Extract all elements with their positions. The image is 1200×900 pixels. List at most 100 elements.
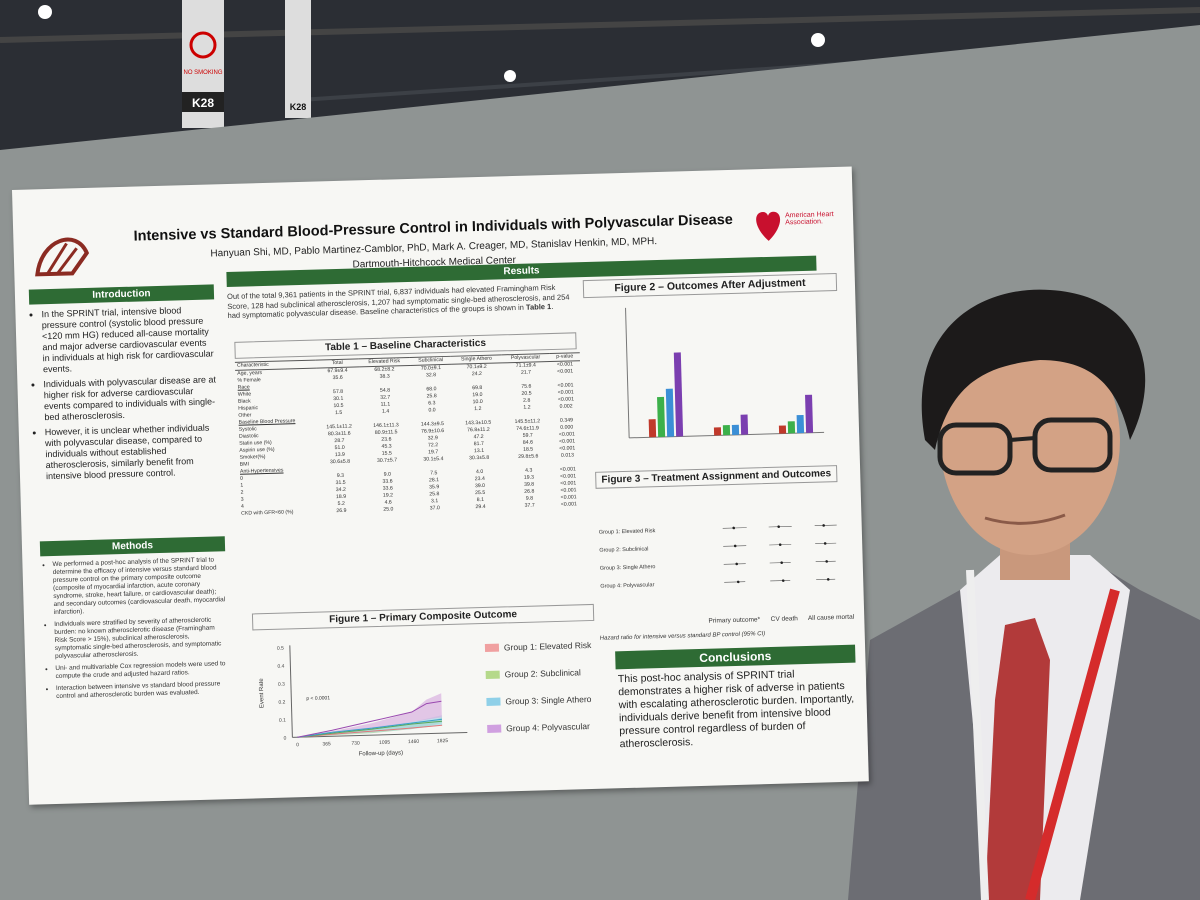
sign-plate: [182, 92, 224, 112]
table-cell: 25.0: [383, 506, 394, 513]
section-heading: Introduction: [28, 284, 215, 305]
point-estimate: [736, 580, 740, 584]
curve: [297, 700, 442, 738]
point-estimate: [822, 524, 825, 527]
group-label: Group 2: Subclinical: [599, 546, 648, 553]
figure-3: Group 1: Elevated Risk Group 2: Subclinic…: [599, 524, 855, 625]
legend-swatch: [487, 724, 502, 733]
figure-title: Figure 3 – Treatment Assignment and Outc…: [595, 465, 838, 489]
bar: [796, 414, 805, 434]
column-label: CV death: [771, 615, 799, 623]
bar: [713, 427, 722, 436]
methods-text: We performed a post-hoc analysis of the …: [40, 556, 229, 705]
x-tick-label: 365: [322, 741, 331, 747]
section-heading: Methods: [39, 536, 226, 557]
group-label: Group 4: Polyvascular: [600, 582, 654, 590]
bullet: Uni- and multivariable Cox regression mo…: [55, 660, 228, 681]
ci-whisker: [724, 581, 746, 583]
sign-text: K28: [192, 96, 214, 110]
table-cell: CKD with GFR<60 (%): [241, 509, 294, 517]
legend-swatch: [484, 643, 500, 652]
axis: [289, 645, 293, 738]
x-tick-label: 1095: [379, 740, 391, 746]
y-tick-label: 0.4: [277, 664, 284, 670]
point-estimate: [781, 579, 785, 582]
y-tick-label: 0.5: [277, 646, 284, 652]
figure-title: Figure 1 – Primary Composite Outcome: [251, 603, 595, 631]
mouth: [984, 513, 1066, 525]
ci-whisker: [770, 580, 791, 582]
no-smoking-icon: [189, 31, 217, 59]
ci-whisker: [816, 578, 836, 580]
conclusions-text: This post-hoc analysis of SPRINT trial d…: [617, 668, 855, 751]
light: [38, 5, 52, 19]
results-text: Out of the total 9,361 patients in the S…: [227, 282, 578, 320]
bar-group: [648, 352, 814, 438]
x-tick-label: 0: [296, 742, 299, 748]
legend-label: Group 2: Subclinical: [505, 667, 581, 679]
section-heading: Conclusions: [615, 644, 856, 670]
intro-text: In the SPRINT trial, intensive blood pre…: [29, 304, 219, 486]
ci-whisker: [723, 563, 746, 565]
bullet-list: We performed a post-hoc analysis of the …: [40, 556, 229, 701]
point-estimate: [732, 526, 736, 530]
y-tick-label: 0.3: [278, 682, 285, 688]
bar: [731, 424, 740, 435]
sign: [285, 0, 311, 118]
point-estimate: [777, 525, 781, 529]
figure-1: p < 0.0001 Event Rate Follow-up (days) 0…: [259, 640, 593, 758]
axis-label: Follow-up (days): [359, 750, 404, 757]
bullet: Individuals were stratified by severity …: [54, 616, 228, 661]
y-tick-label: 0: [284, 736, 287, 742]
x-tick-label: 730: [351, 741, 360, 747]
glasses: [1032, 417, 1113, 473]
table-cell: 37.0: [429, 505, 440, 512]
point-estimate: [823, 542, 827, 545]
ci-whisker: [769, 562, 791, 564]
sign-text: NO SMOKING: [183, 70, 222, 76]
bar: [722, 425, 731, 436]
bullet: Individuals with polyvascular disease ar…: [43, 374, 217, 423]
light: [504, 70, 516, 82]
tie: [985, 618, 1050, 900]
glasses-bridge: [1009, 436, 1036, 442]
table-ref: Table 1: [525, 301, 552, 312]
lanyard: [966, 569, 989, 900]
point-estimate: [733, 544, 737, 548]
bullet: However, it is unclear whether individua…: [45, 422, 219, 482]
bullet: Interaction between intensive vs standar…: [56, 680, 229, 701]
lanyard: [1025, 588, 1120, 900]
bullet: We performed a post-hoc analysis of the …: [52, 556, 226, 617]
figure-title: Figure 2 – Outcomes After Adjustment: [582, 273, 838, 299]
bar: [778, 425, 787, 434]
legend-swatch: [485, 670, 500, 679]
column-label: Primary outcome*: [708, 616, 760, 624]
legend-label: Group 4: Polyvascular: [506, 721, 590, 733]
curve: [297, 720, 443, 738]
legend-label: Group 1: Elevated Risk: [504, 640, 592, 652]
point-estimate: [778, 543, 782, 546]
p-value: p < 0.0001: [306, 695, 330, 702]
bullet: In the SPRINT trial, intensive blood pre…: [41, 304, 216, 375]
glasses: [937, 422, 1013, 476]
group-label: Group 1: Elevated Risk: [599, 528, 656, 536]
bullet-list: In the SPRINT trial, intensive blood pre…: [29, 304, 219, 482]
punctuation: .: [551, 301, 554, 311]
axis: [292, 731, 468, 738]
bar: [665, 388, 675, 437]
column-label: All cause mortality: [808, 613, 855, 621]
table-cell: 26.9: [336, 507, 347, 515]
bar: [657, 396, 666, 438]
table-cell: <0.001: [560, 501, 577, 508]
x-tick-label: 1825: [437, 738, 449, 744]
point-estimate: [825, 560, 828, 563]
poster: Intensive vs Standard Blood-Pressure Con…: [12, 166, 869, 805]
point-estimate: [780, 561, 784, 564]
table-wrap: Characteristic Total Elevated Risk Subclini…: [234, 352, 584, 518]
curve: [297, 724, 443, 738]
table-cell: 37.7: [524, 502, 535, 509]
legend-swatch: [486, 697, 501, 706]
bar: [787, 421, 796, 434]
figure-2: [625, 307, 825, 439]
